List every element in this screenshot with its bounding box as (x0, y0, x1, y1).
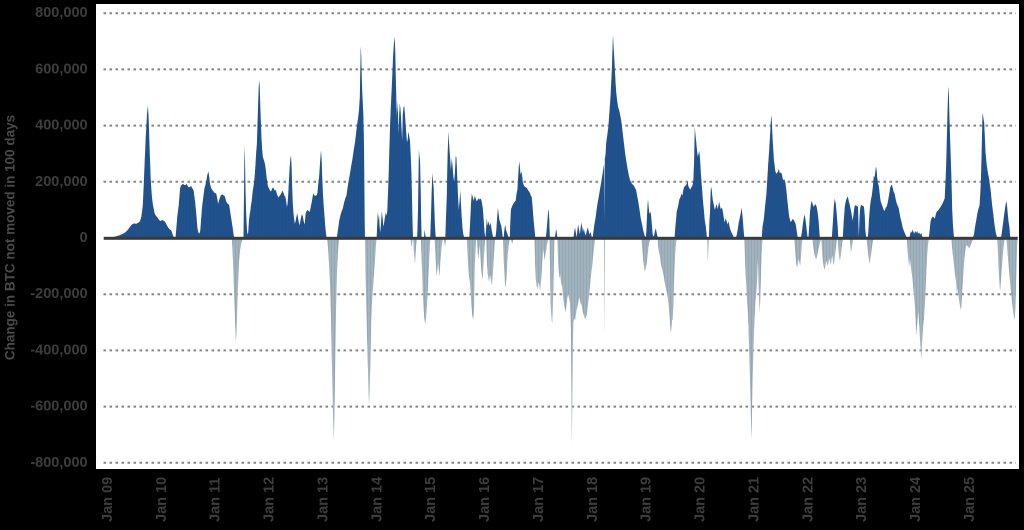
svg-text:400,000: 400,000 (35, 118, 87, 134)
svg-text:Jan 25: Jan 25 (962, 477, 978, 522)
svg-text:Jan 11: Jan 11 (208, 478, 224, 522)
svg-text:Jan 19: Jan 19 (639, 477, 655, 522)
svg-text:600,000: 600,000 (35, 61, 87, 77)
svg-text:Change in BTC not moved in 100: Change in BTC not moved in 100 days (2, 115, 17, 360)
svg-text:-800,000: -800,000 (30, 455, 87, 471)
svg-text:Jan 23: Jan 23 (854, 477, 870, 522)
svg-text:Jan 16: Jan 16 (477, 477, 493, 522)
svg-text:Jan 09: Jan 09 (100, 477, 116, 522)
svg-text:800,000: 800,000 (35, 5, 87, 21)
svg-text:Jan 15: Jan 15 (423, 477, 439, 522)
svg-text:200,000: 200,000 (35, 174, 87, 190)
svg-text:Jan 22: Jan 22 (800, 477, 816, 522)
svg-text:0: 0 (80, 230, 88, 246)
svg-text:-400,000: -400,000 (30, 342, 87, 358)
svg-text:Jan 21: Jan 21 (746, 477, 762, 522)
svg-text:Jan 18: Jan 18 (585, 477, 601, 522)
svg-text:Jan 13: Jan 13 (315, 477, 331, 522)
svg-text:-200,000: -200,000 (30, 286, 87, 302)
svg-text:Jan 10: Jan 10 (154, 477, 170, 522)
svg-text:Jan 24: Jan 24 (908, 477, 924, 522)
svg-text:Jan 20: Jan 20 (693, 477, 709, 522)
svg-text:Jan 17: Jan 17 (531, 477, 547, 522)
svg-text:-600,000: -600,000 (30, 399, 87, 415)
svg-text:Jan 14: Jan 14 (369, 477, 385, 522)
svg-text:Jan 12: Jan 12 (262, 477, 278, 522)
